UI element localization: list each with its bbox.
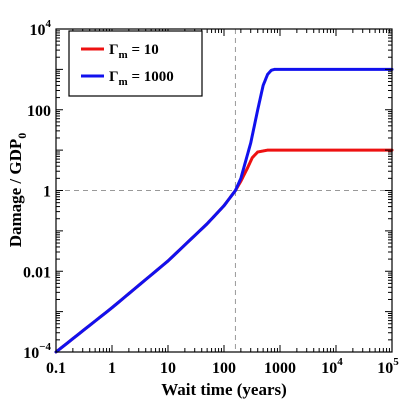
y-tick-label: 100 xyxy=(27,103,51,120)
x-tick-label: 0.1 xyxy=(46,360,66,377)
legend-box xyxy=(68,30,203,97)
y-tick-label: 0.01 xyxy=(23,264,51,281)
x-tick-label: 100 xyxy=(212,360,236,377)
tick-labels: 0.1 1 10 100 1000 104 105 10−4 0.01 1 100 104 xyxy=(23,18,399,377)
data-series xyxy=(54,67,394,354)
y-tick-label: 1 xyxy=(43,184,51,201)
x-tick-label: 104 xyxy=(321,356,343,377)
series-line-1 xyxy=(54,148,394,354)
x-tick-label: 1 xyxy=(108,360,116,377)
legend-label-2: Γm = 1000 xyxy=(109,69,174,88)
reference-lines xyxy=(56,29,392,352)
y-tick-label: 10−4 xyxy=(23,341,51,362)
x-tick-label: 105 xyxy=(377,356,399,377)
y-axis-label-subscript: 0 xyxy=(15,133,29,139)
x-tick-label: 1000 xyxy=(264,360,296,377)
y-axis-label-main: Damage / GDP xyxy=(6,139,25,248)
y-axis-label: Damage / GDP0 xyxy=(6,133,29,248)
x-tick-label: 10 xyxy=(160,360,176,377)
legend-label-1: Γm = 10 xyxy=(109,42,159,61)
series-line-2 xyxy=(54,67,394,354)
plot-frame xyxy=(55,28,393,353)
x-axis-label: Wait time (years) xyxy=(161,380,287,399)
legend: Γm = 10 Γm = 1000 xyxy=(68,30,203,97)
y-tick-label: 104 xyxy=(30,18,52,39)
axis-ticks xyxy=(55,28,393,353)
